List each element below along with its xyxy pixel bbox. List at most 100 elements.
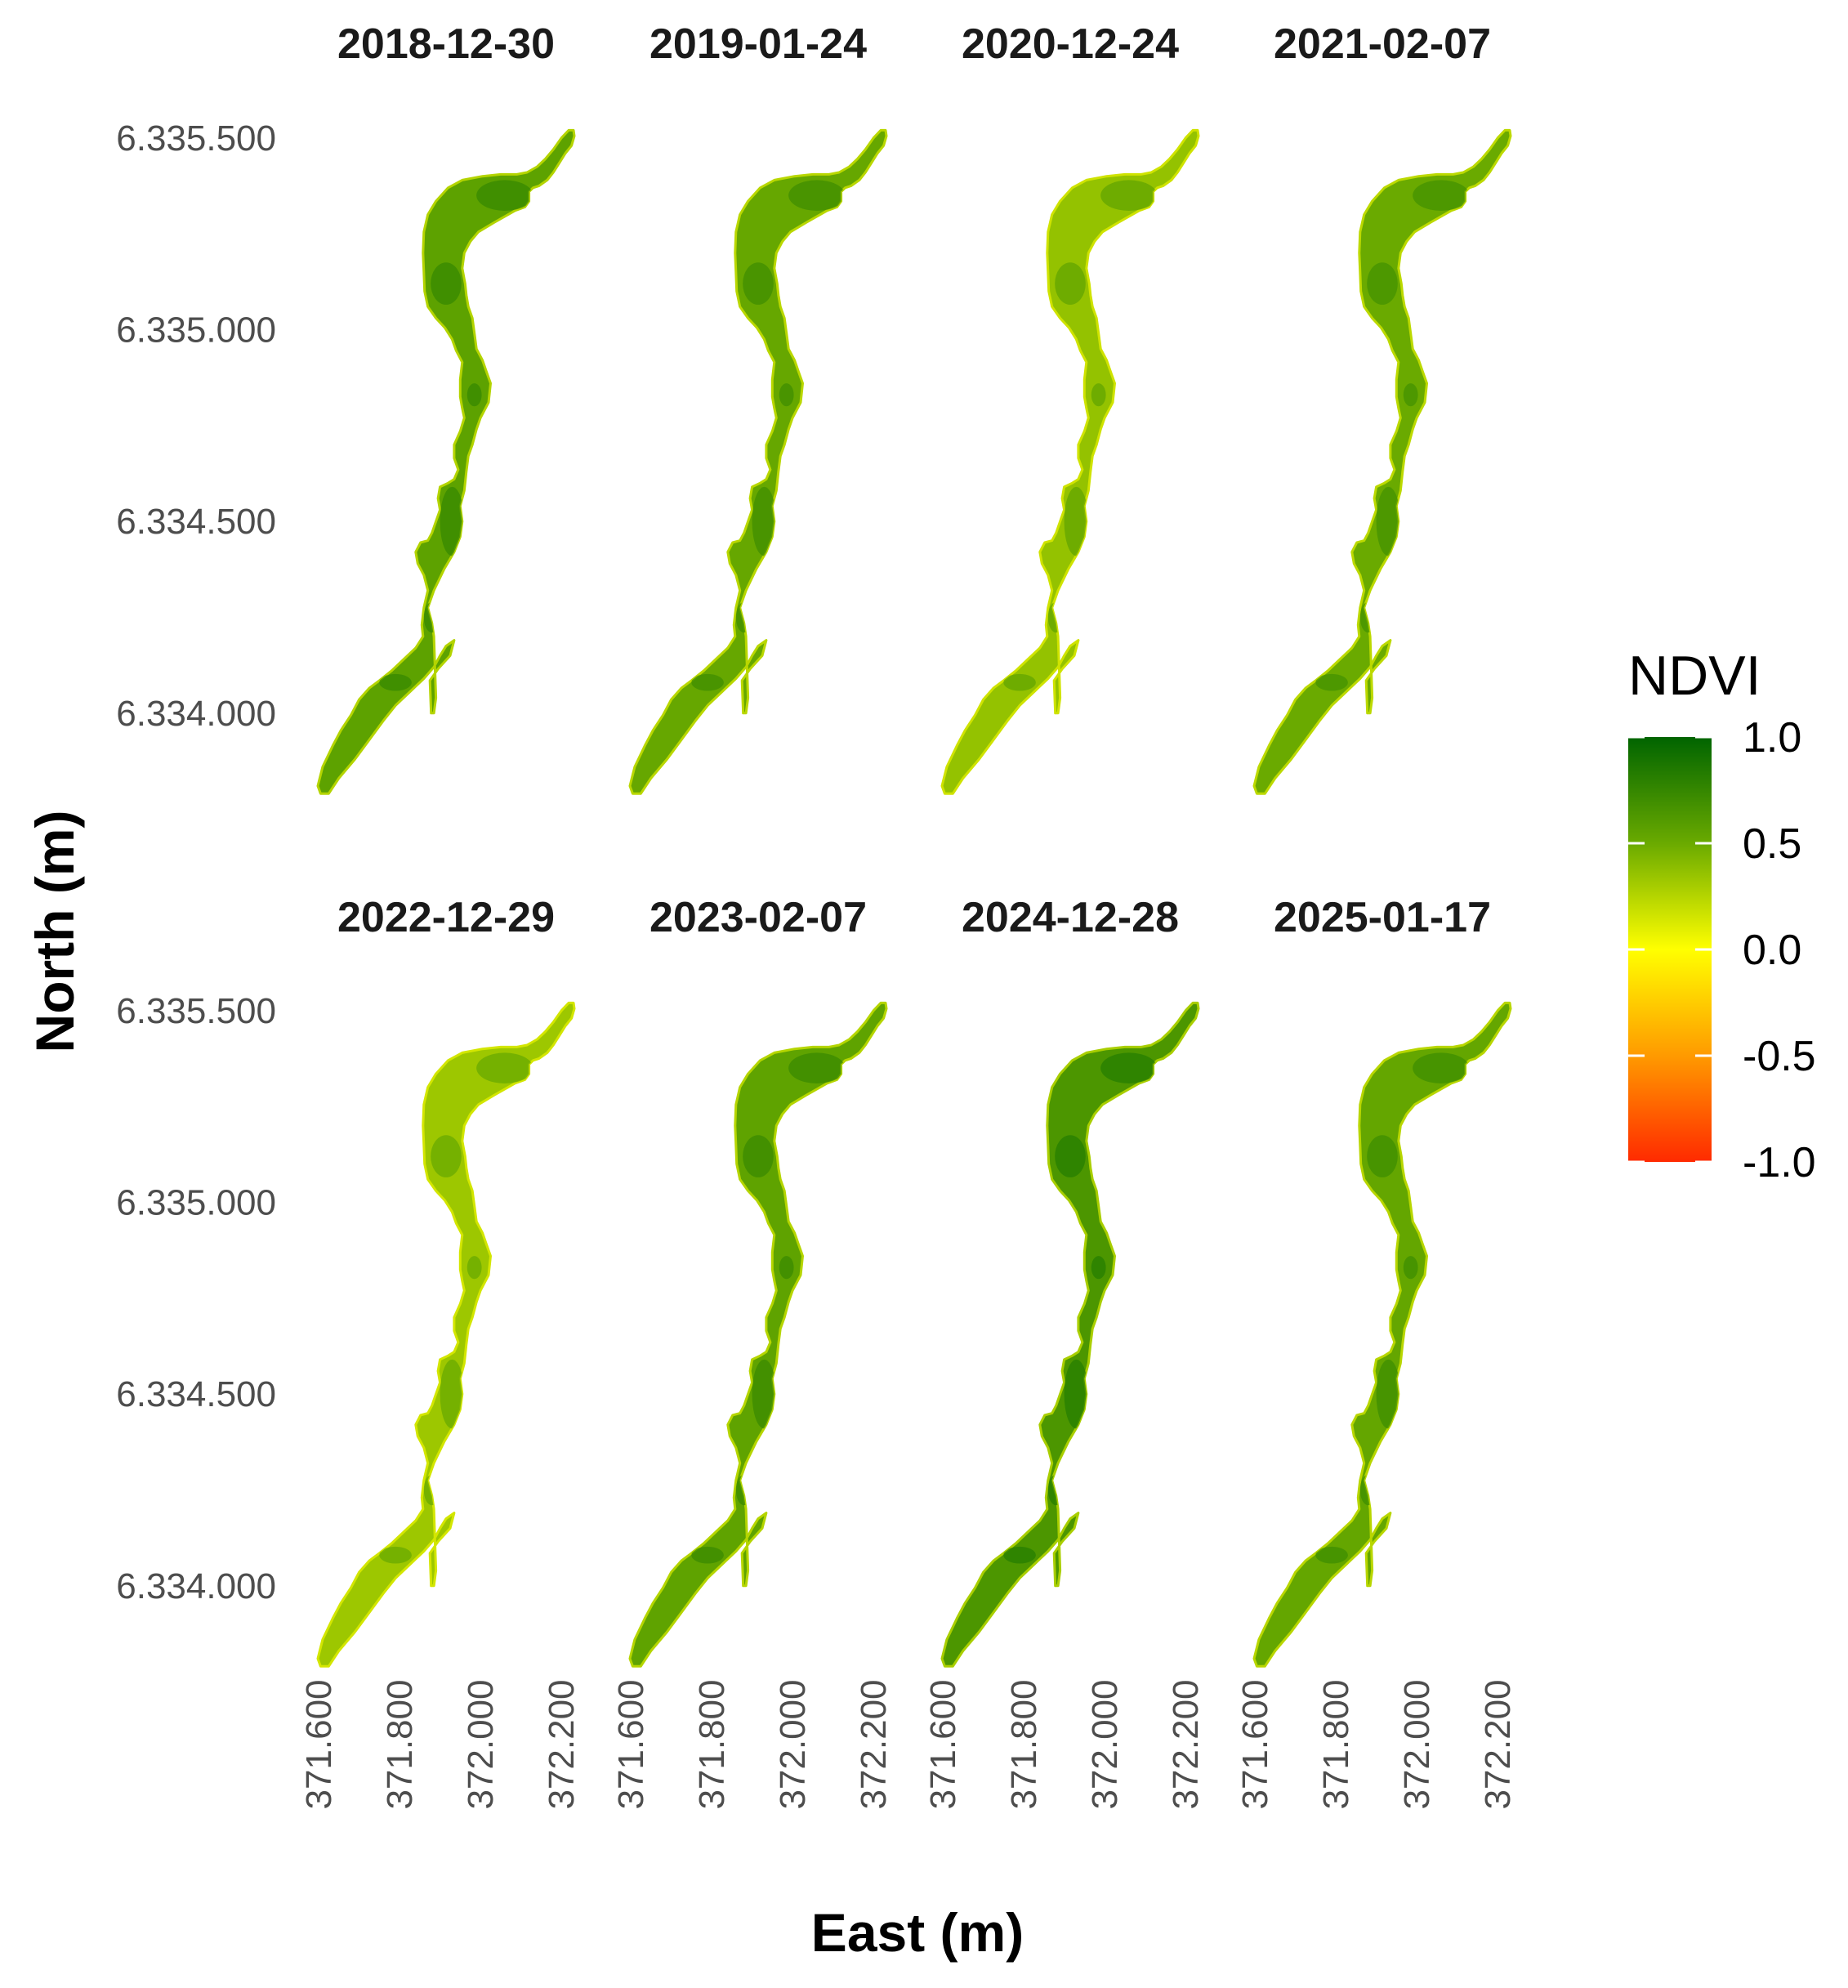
x-tick-label: 372.000 (1085, 1679, 1125, 1809)
ndvi-dense-patch (1403, 383, 1418, 407)
ndvi-dense-patch (788, 180, 846, 211)
map-panel: 2019-01-24 (628, 20, 888, 795)
panel-title: 2019-01-24 (649, 20, 867, 68)
y-tick-label: 6.335.000 (116, 1182, 276, 1222)
axes: 6.334.000 6.334.500 6.335.000 6.335.500 6.33… (25, 118, 1518, 1963)
panel-title: 2023-02-07 (649, 894, 867, 941)
ndvi-dense-patch (1100, 1052, 1158, 1083)
x-tick-label: 371.600 (299, 1679, 339, 1809)
map-panel: 2018-12-30 (316, 20, 576, 795)
ndvi-dense-patch (1047, 1474, 1065, 1506)
y-tick-label: 6.334.000 (116, 694, 276, 734)
ndvi-dense-patch (1315, 1546, 1348, 1564)
map-panels: 2018-12-30 2019-01-24 2020-12-24 2021-02-07… (316, 20, 1512, 1668)
ndvi-dense-patch (1100, 180, 1158, 211)
ndvi-dense-patch (691, 673, 724, 691)
x-tick-label: 372.200 (542, 1679, 582, 1809)
ndvi-dense-patch (1367, 262, 1398, 305)
ndvi-dense-patch (1064, 486, 1089, 556)
panel-title: 2022-12-29 (337, 894, 555, 941)
map-panel: 2020-12-24 (940, 20, 1200, 795)
map-panel: 2025-01-17 (1252, 894, 1512, 1668)
ndvi-raster-area (316, 1001, 576, 1668)
panel-title: 2021-02-07 (1274, 20, 1491, 68)
x-tick-label: 371.800 (1316, 1679, 1356, 1809)
x-tick-label: 372.200 (1478, 1679, 1518, 1809)
map-panel: 2024-12-28 (940, 894, 1200, 1668)
ndvi-dense-patch (1367, 1135, 1398, 1177)
ndvi-dense-patch (466, 383, 482, 407)
x-tick-label: 371.600 (923, 1679, 963, 1809)
x-tick-label: 371.800 (380, 1679, 420, 1809)
ndvi-dense-patch (466, 1256, 482, 1280)
ndvi-dense-patch (1003, 1546, 1036, 1564)
x-tick-label: 371.600 (611, 1679, 651, 1809)
ndvi-dense-patch (1376, 486, 1401, 556)
ndvi-dense-patch (1359, 1474, 1377, 1506)
ndvi-raster-area (940, 1001, 1200, 1668)
ndvi-dense-patch (1359, 601, 1377, 633)
ndvi-dense-patch (379, 1546, 412, 1564)
ndvi-dense-patch (476, 180, 533, 211)
legend-title: NDVI (1628, 645, 1761, 707)
ndvi-raster-area (1252, 128, 1512, 795)
legend-tick-label: -0.5 (1743, 1033, 1816, 1080)
ndvi-dense-patch (743, 1135, 774, 1177)
legend-tick-label: 1.0 (1743, 714, 1801, 762)
map-panel: 2023-02-07 (628, 894, 888, 1668)
y-axis-title: North (m) (25, 811, 85, 1053)
ndvi-dense-patch (1055, 262, 1086, 305)
ndvi-dense-patch (779, 1256, 794, 1280)
ndvi-raster-area (940, 128, 1200, 795)
y-tick-label: 6.335.500 (116, 991, 276, 1031)
ndvi-dense-patch (735, 1474, 752, 1506)
ndvi-dense-patch (1413, 180, 1470, 211)
y-tick-label: 6.334.500 (116, 1374, 276, 1414)
legend-tick-label: -1.0 (1743, 1139, 1816, 1186)
panel-title: 2024-12-28 (962, 894, 1179, 941)
x-tick-label: 372.000 (1397, 1679, 1437, 1809)
ndvi-dense-patch (423, 601, 440, 633)
x-tick-label: 372.000 (461, 1679, 501, 1809)
x-tick-label: 372.200 (854, 1679, 894, 1809)
x-axis-title: East (m) (811, 1902, 1024, 1963)
ndvi-dense-patch (691, 1546, 724, 1564)
ndvi-dense-patch (1091, 1256, 1106, 1280)
ndvi-dense-patch (752, 1359, 777, 1429)
x-tick-label: 371.800 (692, 1679, 732, 1809)
x-tick-label: 371.600 (1235, 1679, 1275, 1809)
ndvi-dense-patch (1376, 1359, 1401, 1429)
y-tick-label: 6.334.500 (116, 502, 276, 542)
ndvi-dense-patch (1003, 673, 1036, 691)
map-panel: 2021-02-07 (1252, 20, 1512, 795)
ndvi-dense-patch (1055, 1135, 1086, 1177)
ndvi-dense-patch (752, 486, 777, 556)
ndvi-dense-patch (431, 262, 462, 305)
ndvi-dense-patch (431, 1135, 462, 1177)
x-tick-label: 372.200 (1166, 1679, 1206, 1809)
map-panel: 2022-12-29 (316, 894, 576, 1668)
ndvi-dense-patch (440, 1359, 465, 1429)
ndvi-legend: NDVI 1.0 0.5 0.0 -0.5 -1.0 (1628, 645, 1816, 1186)
ndvi-dense-patch (743, 262, 774, 305)
ndvi-dense-patch (1403, 1256, 1418, 1280)
panel-title: 2025-01-17 (1274, 894, 1491, 941)
ndvi-dense-patch (1091, 383, 1106, 407)
ndvi-dense-patch (440, 486, 465, 556)
ndvi-raster-area (628, 1001, 888, 1668)
ndvi-dense-patch (788, 1052, 846, 1083)
ndvi-dense-patch (1047, 601, 1065, 633)
ndvi-dense-patch (735, 601, 752, 633)
ndvi-dense-patch (1413, 1052, 1470, 1083)
ndvi-dense-patch (476, 1052, 533, 1083)
y-tick-label: 6.335.500 (116, 118, 276, 159)
panel-title: 2020-12-24 (962, 20, 1179, 68)
legend-tick-label: 0.0 (1743, 927, 1801, 974)
x-tick-label: 372.000 (773, 1679, 813, 1809)
x-tick-label: 371.800 (1004, 1679, 1044, 1809)
ndvi-dense-patch (379, 673, 412, 691)
y-tick-label: 6.334.000 (116, 1566, 276, 1606)
ndvi-raster-area (316, 128, 576, 795)
legend-tick-label: 0.5 (1743, 820, 1801, 868)
